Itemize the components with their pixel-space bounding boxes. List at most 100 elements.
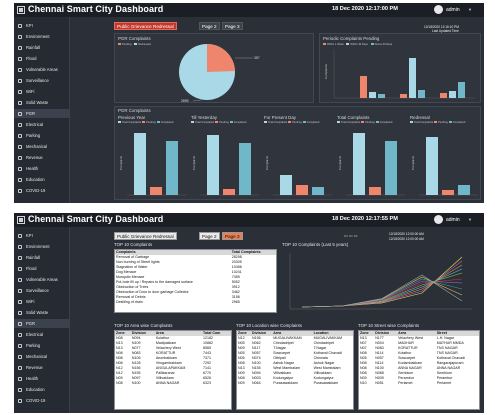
date-from-field[interactable]: ▭ ▭ ▭ <box>344 233 358 238</box>
table-row[interactable]: N09 N064 Purasawakkam Purasawakkam <box>237 381 353 386</box>
sidebar-item-surveillance[interactable]: Surveillance <box>14 76 70 85</box>
table-row[interactable]: N12 N155 Pallikaranai 6770 <box>115 371 231 376</box>
table-row[interactable]: N08 N114 Kolathur TNS NAGAR <box>359 351 479 356</box>
sidebar-item-education[interactable]: Education <box>14 175 70 184</box>
table-row[interactable]: Pot-hole fill up / Repairs to the damage… <box>115 280 276 285</box>
table-row[interactable]: N08 N003 Kodungaiyur Kodungaiyur <box>237 376 353 381</box>
sidebar-item-flood[interactable]: Flood <box>14 54 70 63</box>
column-header[interactable]: Area <box>272 331 313 336</box>
table-row[interactable]: N08 N100 Ashok Nagar Ashok Nagar <box>237 361 353 366</box>
sidebar-item-revenue[interactable]: Revenue <box>14 153 70 162</box>
sidebar-item-flood[interactable]: Flood <box>14 264 70 273</box>
column-header[interactable]: Zone <box>237 331 252 336</box>
sidebar-item-electrical[interactable]: Electrical <box>14 330 70 339</box>
table-row[interactable]: Removal of Garbage 28298 <box>115 255 276 260</box>
table-row[interactable]: N09 N009 Perambur Perambur <box>359 376 479 381</box>
table-row[interactable]: N08 N100 ANNA NAGAR ANNA NAGAR <box>359 366 479 371</box>
tab-public-grievance-redressal[interactable]: Public Grievance Redressal <box>114 232 177 240</box>
chevron-down-icon[interactable]: ▼ <box>468 7 472 12</box>
sidebar-item-health[interactable]: Health <box>14 164 70 173</box>
sidebar-item-covid-19[interactable]: COVID-19 <box>14 186 70 195</box>
table-row[interactable]: N08 N083 KORATTUR 7443 <box>115 351 231 356</box>
sidebar-item-solid-waste[interactable]: Solid Waste <box>14 308 70 317</box>
table-row[interactable]: Stagnation of Water 10456 <box>115 265 276 270</box>
user-avatar-icon[interactable] <box>434 215 443 224</box>
sidebar-item-electrical[interactable]: Electrical <box>14 120 70 129</box>
sidebar-item-health[interactable]: Health <box>14 374 70 383</box>
column-header[interactable]: Total Com <box>202 331 231 336</box>
table-row[interactable]: N05 N057 Sowcarpet Kothaval Chavadi <box>237 351 353 356</box>
sidebar-item-parking[interactable]: Parking <box>14 131 70 140</box>
table-row[interactable]: N07 N004 MADHUR MATHUR MMDA <box>359 341 479 346</box>
user-name[interactable]: admin <box>446 217 460 223</box>
sidebar-item-surveillance[interactable]: Surveillance <box>14 286 70 295</box>
table-row[interactable]: N13 N077 Velachery West 8565 <box>115 346 231 351</box>
table-row[interactable]: N12 N156 ANGULAPAKKAM 7141 <box>115 366 231 371</box>
table-row[interactable]: N09 N094 Villivakkam Villivakkam <box>237 371 353 376</box>
table-row[interactable]: N12 N156 MUGALIVAKKAM MUGALIVAKKAM <box>237 336 353 341</box>
table-row[interactable]: N08 N128 Virugambakkam 7292 <box>115 361 231 366</box>
sidebar-item-covid-19[interactable]: COVID-19 <box>14 396 70 405</box>
table-row[interactable]: N08 N068 Sembium Sembium <box>359 371 479 376</box>
tab-page-2[interactable]: Page 2 <box>199 232 220 240</box>
table-row[interactable]: N08 N100 ANNA NAGAR 6323 <box>115 381 231 386</box>
column-header[interactable]: Area <box>154 331 203 336</box>
tab-page-2[interactable]: Page 2 <box>199 22 220 30</box>
column-header[interactable]: Zone <box>359 331 375 336</box>
table-row[interactable]: Obstruction of Door to door garbage Coll… <box>115 290 276 295</box>
sidebar-item-education[interactable]: Education <box>14 385 70 394</box>
sidebar-item-environment[interactable]: Environment <box>14 242 70 251</box>
column-header[interactable]: Street <box>435 331 479 336</box>
sidebar-item-wifi[interactable]: WiFi <box>14 297 70 306</box>
sidebar-item-mechanical[interactable]: Mechanical <box>14 352 70 361</box>
date-from[interactable]: 12/18/2020 12:00:00 AM <box>389 232 424 236</box>
sidebar-item-vulnerable-areas[interactable]: Vulnerable Areas <box>14 275 70 284</box>
table-row[interactable]: Dog Menace 10241 <box>115 270 276 275</box>
table-row[interactable]: Mosquito Menace 7459 <box>115 275 276 280</box>
column-header[interactable]: Total Complaints <box>230 250 276 255</box>
tab-page-3[interactable]: Page 3 <box>222 22 243 30</box>
sidebar-item-kpi[interactable]: KPI <box>14 21 70 30</box>
column-header[interactable]: Location <box>312 331 353 336</box>
column-header[interactable]: Division <box>251 331 273 336</box>
sidebar-item-revenue[interactable]: Revenue <box>14 363 70 372</box>
sidebar-item-wifi[interactable]: WiFi <box>14 87 70 96</box>
table-row[interactable]: N07 N083 KORATTUR TNS NAGAR <box>359 346 479 351</box>
table-row[interactable]: N10 N051 Periamet Periamet <box>359 381 479 386</box>
sidebar-item-rainfall[interactable]: Rainfall <box>14 253 70 262</box>
sidebar-item-solid-waste[interactable]: Solid Waste <box>14 98 70 107</box>
tab-page-3[interactable]: Page 3 <box>222 232 243 240</box>
table-row[interactable]: N05 N062 Chindadripet Chindadripet <box>237 341 353 346</box>
table-row[interactable]: N08 N105 Arumbakkam 7371 <box>115 356 231 361</box>
sidebar-item-mechanical[interactable]: Mechanical <box>14 142 70 151</box>
column-header[interactable]: Complaints <box>115 250 231 255</box>
column-header[interactable]: Zone <box>115 331 131 336</box>
sidebar-item-environment[interactable]: Environment <box>14 32 70 41</box>
user-name[interactable]: admin <box>446 7 460 13</box>
chevron-down-icon[interactable]: ▼ <box>468 217 472 222</box>
table-row[interactable]: Desilting of drain 2965 <box>115 300 276 305</box>
sidebar-item-rainfall[interactable]: Rainfall <box>14 43 70 52</box>
table-row[interactable]: N05 N057 Sowcarpet Kothaval Chavadi <box>359 356 479 361</box>
sidebar-item-kpi[interactable]: KPI <box>14 231 70 240</box>
sidebar-item-pgr[interactable]: PGR <box>14 109 70 118</box>
table-row[interactable]: N05 N074 Ottripali Chinnala <box>237 356 353 361</box>
tab-public-grievance-redressal[interactable]: Public Grievance Redressal <box>114 22 177 30</box>
table-row[interactable]: N13 N155 West Mambalam West Mambalam <box>237 366 353 371</box>
table-row[interactable]: N08 N114 Kodambakkam Rangarajapuram <box>359 361 479 366</box>
column-header[interactable]: Division <box>374 331 398 336</box>
sidebar-item-vulnerable-areas[interactable]: Vulnerable Areas <box>14 65 70 74</box>
column-header[interactable]: Area <box>397 331 436 336</box>
user-avatar-icon[interactable] <box>434 5 443 14</box>
date-to[interactable]: 12/18/2020 12:00:00 AM <box>389 237 424 241</box>
table-row[interactable]: Obstruction of Trees 3912 <box>115 285 276 290</box>
sidebar-item-parking[interactable]: Parking <box>14 341 70 350</box>
table-row[interactable]: N08 N094 Kolathur 12182 <box>115 336 231 341</box>
table-row[interactable]: N09 N097 Villivakkam 6526 <box>115 376 231 381</box>
table-row[interactable]: N09 N117 T.Nagar T.Nagar <box>237 346 353 351</box>
table-row[interactable]: N13 N177 Velachery West L.H. Nagar <box>359 336 479 341</box>
column-header[interactable]: Division <box>130 331 155 336</box>
table-row[interactable]: Removal of Debris 3156 <box>115 295 276 300</box>
sidebar-item-pgr[interactable]: PGR <box>14 319 70 328</box>
table-row[interactable]: N13 N109 Madipakkam 10882 <box>115 341 231 346</box>
